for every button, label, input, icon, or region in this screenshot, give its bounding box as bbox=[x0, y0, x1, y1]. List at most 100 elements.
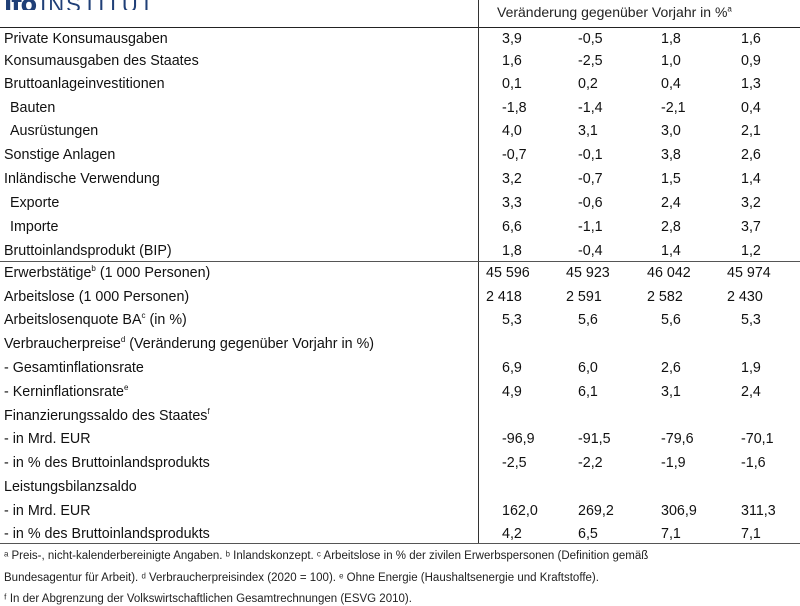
footnote-marker: c bbox=[141, 311, 146, 321]
table-row: Bruttoinlandsprodukt (BIP) 1,8 -0,4 1,4 1,2 bbox=[0, 240, 800, 262]
table-row: Konsumausgaben des Staates 1,6 -2,5 1,0 0,9 bbox=[0, 50, 800, 72]
row-label: - Kerninflationsratee bbox=[4, 381, 128, 403]
value-cell: 3,2 bbox=[741, 195, 761, 211]
value-cell: 0,1 bbox=[502, 76, 522, 92]
row-label: Bruttoanlageinvestitionen bbox=[4, 73, 165, 95]
table-row: Ausrüstungen 4,0 3,1 3,0 2,1 bbox=[0, 120, 800, 142]
value-cell: 0,4 bbox=[741, 100, 761, 116]
value-cell: 5,6 bbox=[578, 312, 598, 328]
value-cell: -2,1 bbox=[661, 100, 686, 116]
value-cell: 4,9 bbox=[502, 384, 522, 400]
table-row: Arbeitslosenquote BAc (in %) 5,3 5,6 5,6 5,3 bbox=[0, 309, 800, 331]
value-cell: -0,1 bbox=[578, 147, 603, 163]
row-label-text: Arbeitslosenquote BA bbox=[4, 312, 142, 328]
value-cell: 6,6 bbox=[502, 219, 522, 235]
row-label-text: - Gesamtinflationsrate bbox=[4, 360, 144, 376]
table-row: - Gesamtinflationsrate 6,9 6,0 2,6 1,9 bbox=[0, 357, 800, 379]
row-label: Leistungsbilanzsaldo bbox=[4, 476, 137, 498]
footnote-marker: f bbox=[207, 407, 210, 417]
value-cell: 2,6 bbox=[741, 147, 761, 163]
value-cell: -0,7 bbox=[578, 171, 603, 187]
row-label-suffix: (in %) bbox=[145, 312, 187, 328]
table-row: Verbraucherpreised (Veränderung gegenübe… bbox=[0, 333, 800, 355]
value-cell: 2,4 bbox=[661, 195, 681, 211]
header-rule bbox=[0, 27, 800, 28]
value-cell: -1,4 bbox=[578, 100, 603, 116]
row-label-text: - Kerninflationsrate bbox=[4, 384, 124, 400]
column-header: Veränderung gegenüber Vorjahr in %a bbox=[497, 4, 800, 20]
value-cell: 1,0 bbox=[661, 53, 681, 69]
value-cell: -0,4 bbox=[578, 243, 603, 259]
footnote-marker: d bbox=[120, 335, 126, 345]
row-label-text: - in % des Bruttoinlandsprodukts bbox=[4, 526, 210, 542]
footnote-marker: e bbox=[124, 383, 129, 393]
table-row: Exporte 3,3 -0,6 2,4 3,2 bbox=[0, 192, 800, 214]
column-divider bbox=[478, 0, 479, 543]
row-label-text: - in % des Bruttoinlandsprodukts bbox=[4, 455, 210, 471]
row-label-text: Sonstige Anlagen bbox=[4, 147, 116, 163]
table-row: Arbeitslose (1 000 Personen) 2 418 2 591 2 … bbox=[0, 286, 800, 308]
value-cell: 1,8 bbox=[661, 31, 681, 47]
value-cell: -91,5 bbox=[578, 431, 611, 447]
table-row: - in % des Bruttoinlandsprodukts 4,2 6,5 7,… bbox=[0, 523, 800, 545]
table-row: Erwerbstätigeb (1 000 Personen) 45 596 45 … bbox=[0, 262, 800, 284]
value-cell: -2,5 bbox=[502, 455, 527, 471]
row-label: Sonstige Anlagen bbox=[4, 144, 115, 166]
value-cell: 46 042 bbox=[647, 265, 691, 281]
row-label: - in % des Bruttoinlandsprodukts bbox=[4, 523, 210, 545]
value-cell: 2 591 bbox=[566, 289, 602, 305]
table-row: Leistungsbilanzsaldo bbox=[0, 476, 800, 498]
table-row: Finanzierungssaldo des Staatesf bbox=[0, 405, 800, 427]
table-row: Private Konsumausgaben 3,9 -0,5 1,8 1,6 bbox=[0, 28, 800, 50]
change-label: Veränderung gegenüber Vorjahr in % bbox=[497, 4, 728, 20]
value-cell: 6,5 bbox=[578, 526, 598, 542]
row-label-text: Exporte bbox=[10, 195, 60, 211]
value-cell: 1,5 bbox=[661, 171, 681, 187]
row-label-text: Arbeitslose (1 000 Personen) bbox=[4, 289, 190, 305]
row-label-text: Bruttoanlageinvestitionen bbox=[4, 76, 165, 92]
value-cell: -0,6 bbox=[578, 195, 603, 211]
value-cell: 5,3 bbox=[741, 312, 761, 328]
value-cell: 2,1 bbox=[741, 123, 761, 139]
value-cell: 5,3 bbox=[502, 312, 522, 328]
value-cell: 3,7 bbox=[741, 219, 761, 235]
value-cell: 269,2 bbox=[578, 503, 614, 519]
value-cell: 45 974 bbox=[727, 265, 771, 281]
footnote-line-3: ᶠ In der Abgrenzung der Volkswirtschaftl… bbox=[4, 593, 412, 605]
value-cell: 311,3 bbox=[741, 503, 776, 519]
value-cell: 4,0 bbox=[502, 123, 522, 139]
table-row: Importe 6,6 -1,1 2,8 3,7 bbox=[0, 216, 800, 238]
value-cell: 1,6 bbox=[741, 31, 761, 47]
value-cell: 2,6 bbox=[661, 360, 681, 376]
row-label: Arbeitslose (1 000 Personen) bbox=[4, 286, 189, 308]
value-cell: -1,1 bbox=[578, 219, 603, 235]
section-rule bbox=[0, 261, 800, 262]
value-cell: 0,4 bbox=[661, 76, 681, 92]
value-cell: 1,4 bbox=[661, 243, 681, 259]
value-cell: 3,8 bbox=[661, 147, 681, 163]
value-cell: 4,2 bbox=[502, 526, 522, 542]
value-cell: 2 430 bbox=[727, 289, 763, 305]
row-label-suffix: (1 000 Personen) bbox=[95, 265, 211, 281]
value-cell: 306,9 bbox=[661, 503, 697, 519]
value-cell: -70,1 bbox=[741, 431, 774, 447]
row-label-text: - in Mrd. EUR bbox=[4, 431, 91, 447]
logo-text: INSTITUT bbox=[40, 0, 155, 10]
row-label: Finanzierungssaldo des Staatesf bbox=[4, 405, 210, 427]
table-row: Sonstige Anlagen -0,7 -0,1 3,8 2,6 bbox=[0, 144, 800, 166]
value-cell: 2 418 bbox=[486, 289, 522, 305]
row-label: Bruttoinlandsprodukt (BIP) bbox=[4, 240, 172, 262]
row-label: Ausrüstungen bbox=[10, 120, 98, 142]
value-cell: -96,9 bbox=[502, 431, 535, 447]
row-label-text: Bauten bbox=[10, 100, 56, 116]
value-cell: 1,6 bbox=[502, 53, 522, 69]
value-cell: 45 923 bbox=[566, 265, 610, 281]
row-label-text: Verbraucherpreise bbox=[4, 336, 121, 352]
table-row: - in % des Bruttoinlandsprodukts -2,5 -2,2… bbox=[0, 452, 800, 474]
value-cell: -1,8 bbox=[502, 100, 527, 116]
logo-mark: ifo bbox=[4, 0, 37, 10]
table-row: Inländische Verwendung 3,2 -0,7 1,5 1,4 bbox=[0, 168, 800, 190]
value-cell: 3,1 bbox=[661, 384, 681, 400]
value-cell: 3,1 bbox=[578, 123, 598, 139]
